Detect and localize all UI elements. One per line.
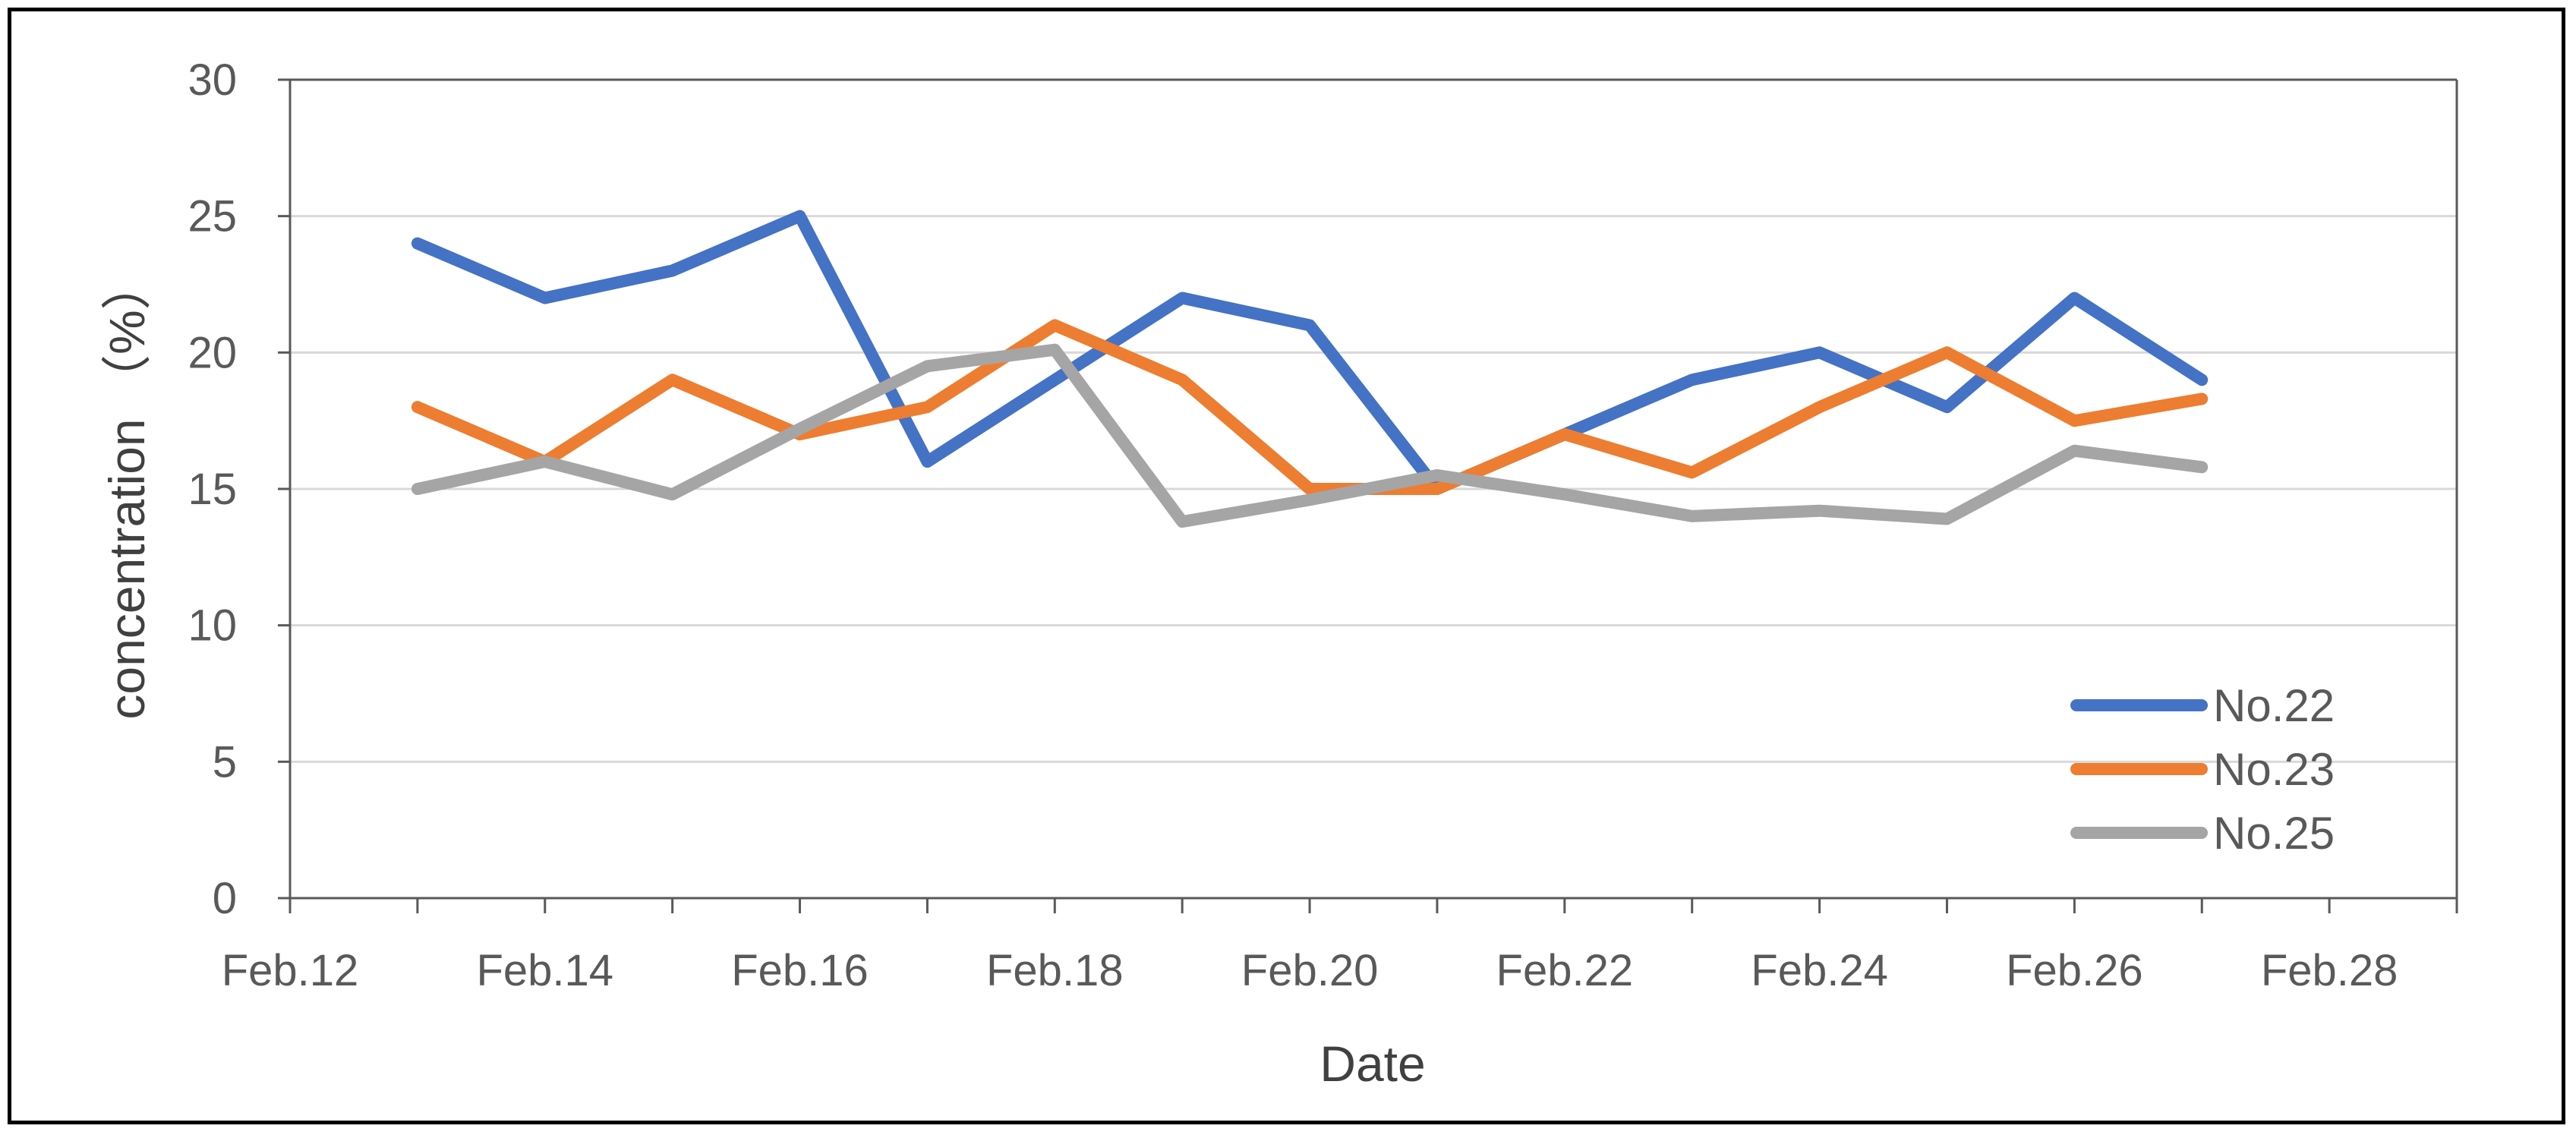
y-tick-label: 30: [188, 55, 237, 105]
series-line-no-23: [411, 319, 2209, 495]
x-tick-label: Feb.18: [986, 946, 1124, 995]
x-tick-labels: Feb.12 Feb.14 Feb.16 Feb.18 Feb.20 Feb.22 Feb.…: [222, 946, 2398, 995]
y-axis-title: concentration （%）: [99, 260, 155, 719]
x-tick-label: Feb.22: [1496, 946, 1634, 995]
axes: [278, 78, 2458, 913]
x-tick-label: Feb.14: [476, 946, 613, 995]
x-tick-label: Feb.12: [222, 946, 359, 995]
y-tick-labels: 0 5 10 15 20 25 30: [188, 55, 237, 923]
legend-label: No.23: [2213, 744, 2335, 795]
x-tick-label: Feb.28: [2261, 946, 2398, 995]
legend-label: No.25: [2213, 808, 2335, 859]
legend: No.22 No.23 No.25: [2070, 680, 2335, 859]
chart-frame: [8, 8, 2565, 1124]
x-axis-title: Date: [1320, 1036, 1425, 1092]
legend-label: No.22: [2213, 680, 2335, 731]
x-tick-label: Feb.26: [2006, 946, 2143, 995]
y-tick-label: 15: [188, 465, 237, 514]
x-tick-label: Feb.24: [1751, 946, 1888, 995]
x-tick-label: Feb.20: [1241, 946, 1379, 995]
x-tick-label: Feb.16: [731, 946, 869, 995]
y-tick-label: 10: [188, 601, 237, 651]
y-tick-label: 5: [213, 737, 237, 787]
y-tick-label: 20: [188, 328, 237, 377]
series-line-no-25: [411, 343, 2209, 528]
y-tick-label: 0: [213, 874, 237, 923]
series-lines: [411, 210, 2209, 528]
y-tick-label: 25: [188, 192, 237, 241]
series-line-no-22: [411, 210, 2209, 495]
